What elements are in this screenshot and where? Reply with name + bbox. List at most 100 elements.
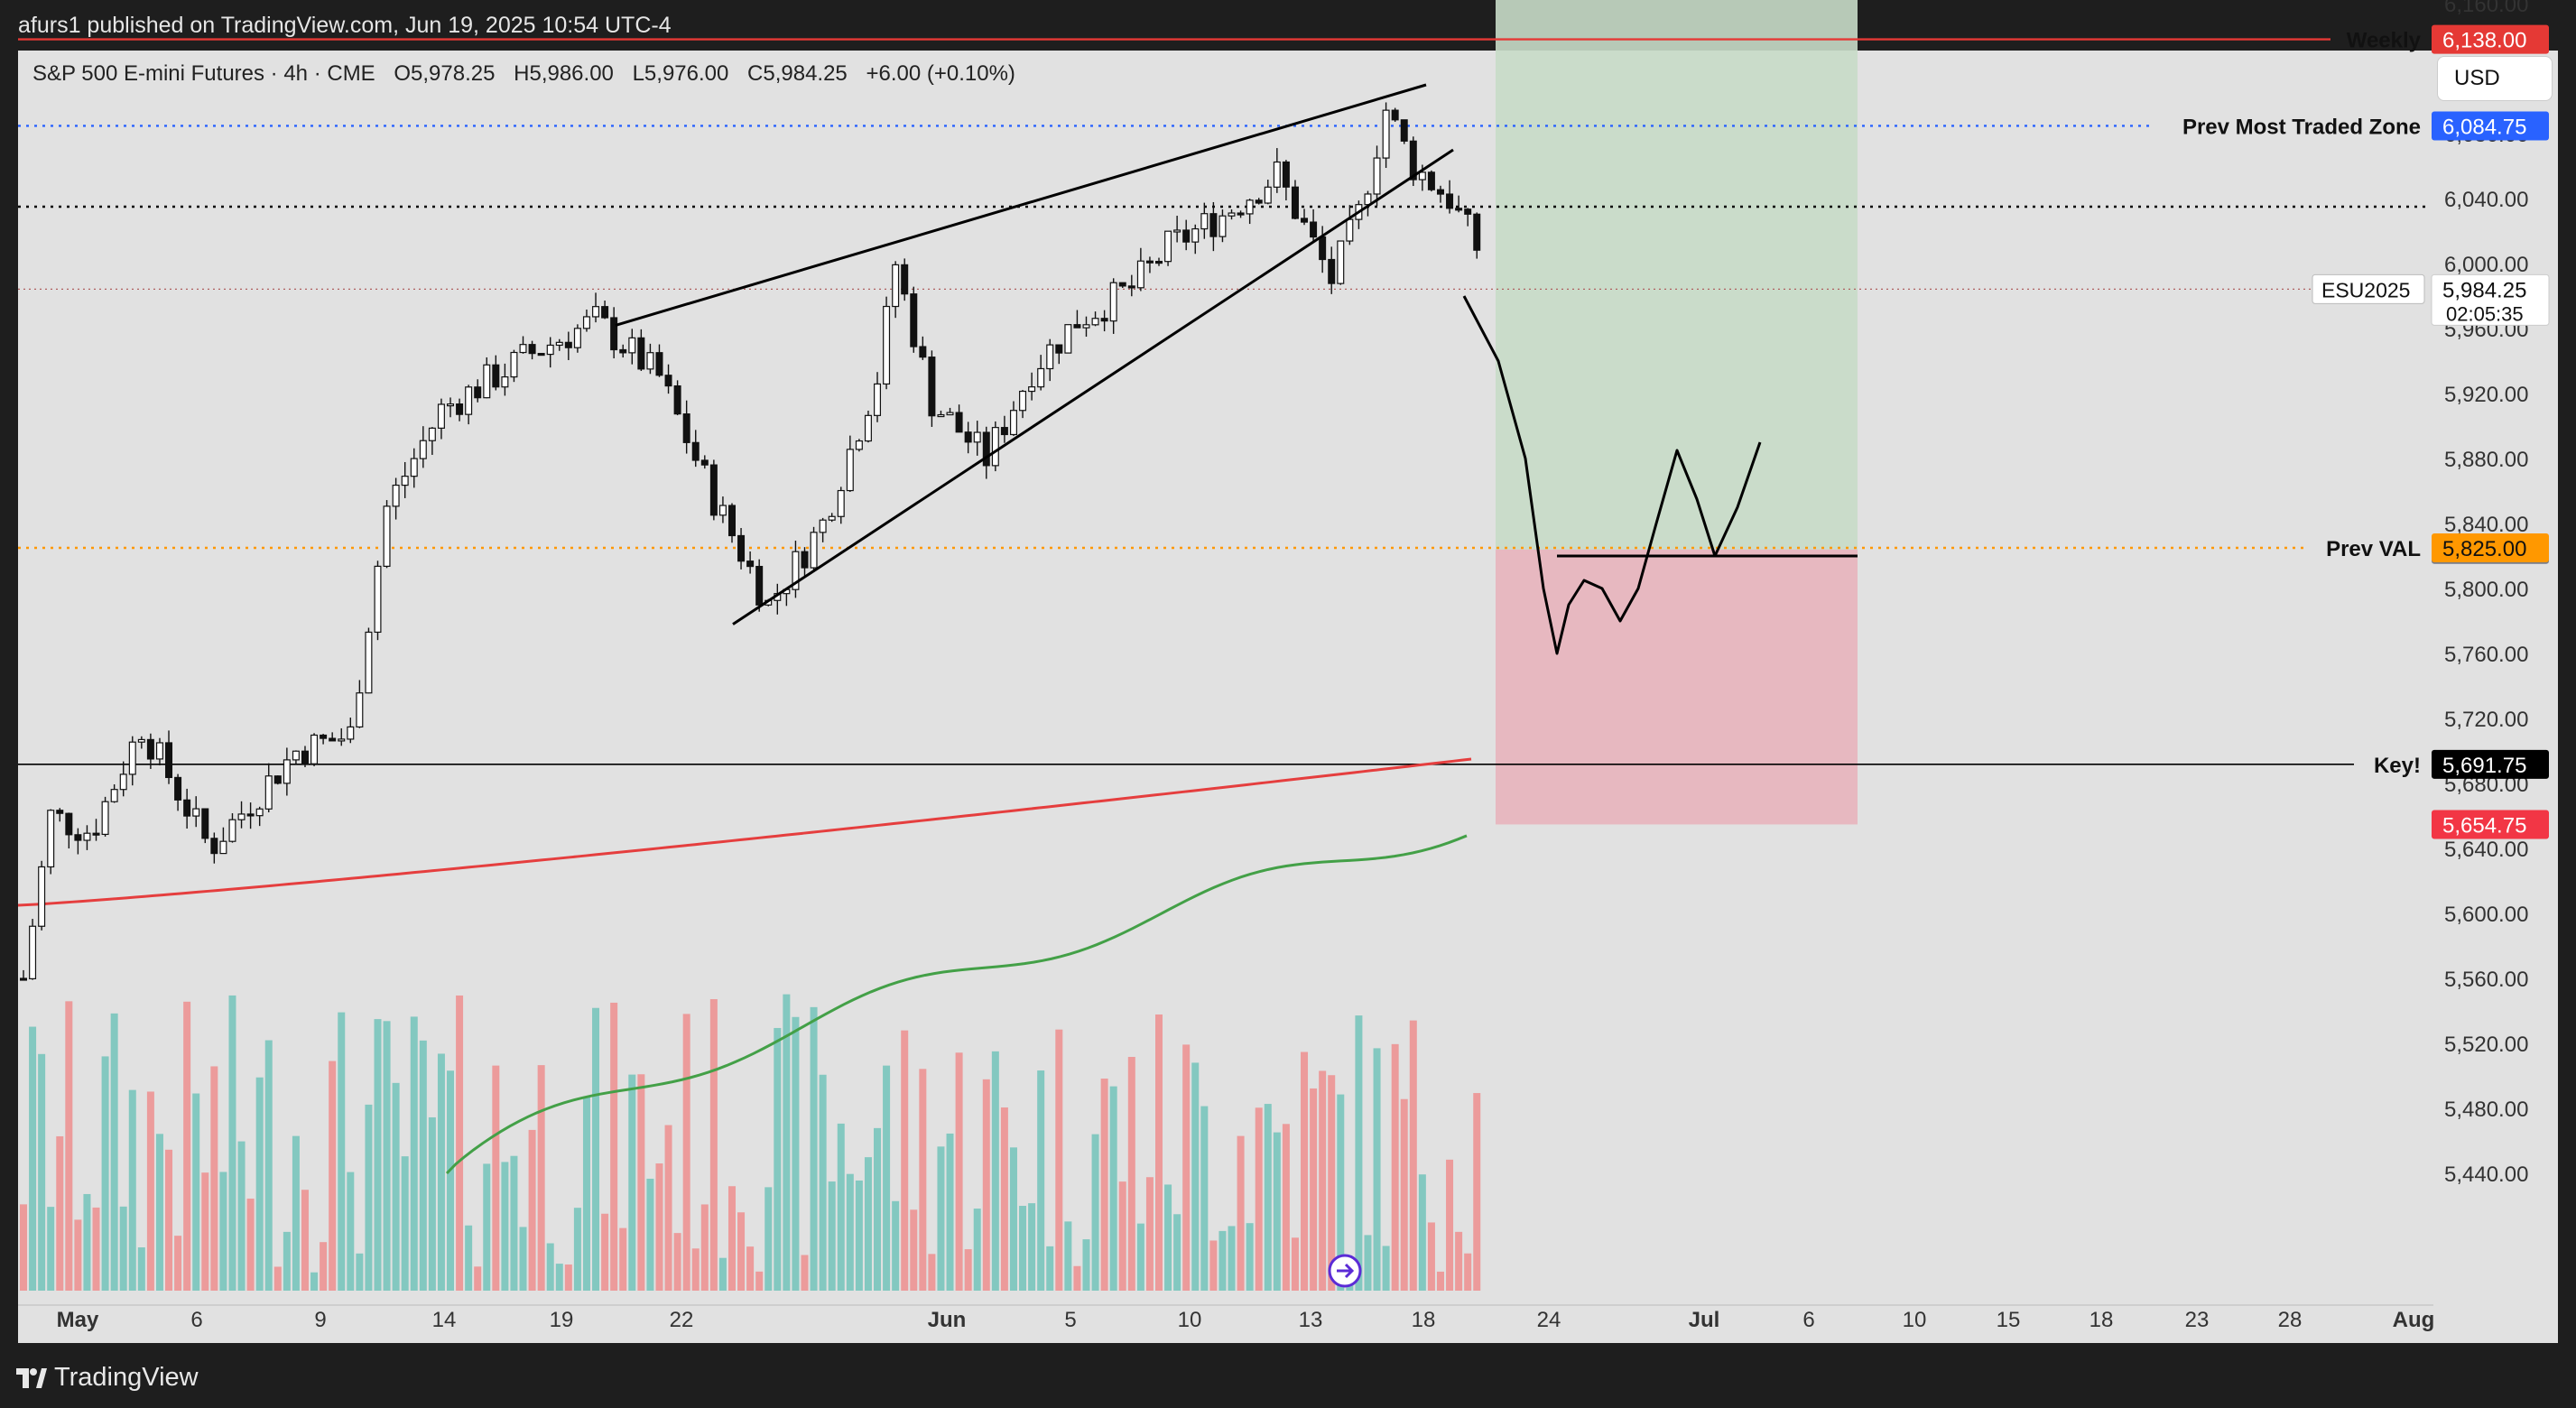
- candle-body: [1109, 282, 1117, 322]
- candle-body: [347, 726, 355, 740]
- volume-bar: [192, 1093, 200, 1291]
- volume-bar: [237, 1141, 246, 1291]
- candle-body: [1073, 324, 1081, 329]
- low-value: 5,976.00: [644, 61, 729, 86]
- volume-bar: [673, 1233, 681, 1291]
- candle-body: [1164, 230, 1172, 263]
- candle-body: [973, 431, 981, 443]
- volume-bar: [801, 1255, 809, 1291]
- volume-bar: [20, 1204, 27, 1291]
- candle-body: [864, 414, 872, 442]
- volume-bar: [1310, 1088, 1318, 1291]
- volume-bar: [1418, 1174, 1426, 1291]
- candle-body: [419, 440, 427, 459]
- candle-body: [1337, 240, 1345, 284]
- candle-body: [919, 346, 927, 358]
- candle-body: [537, 353, 545, 357]
- candle-body: [964, 431, 972, 443]
- volume-bar: [1100, 1079, 1108, 1291]
- level-1-badge: [2432, 111, 2549, 141]
- candle-body: [601, 306, 609, 319]
- y-tick-label: 5,720.00: [2444, 708, 2528, 732]
- volume-bar: [1473, 1093, 1481, 1291]
- volume-bar: [1455, 1231, 1463, 1291]
- volume-bar: [774, 1027, 782, 1291]
- candle-body: [183, 799, 191, 817]
- candle-body: [492, 364, 500, 388]
- candle-body: [846, 449, 854, 492]
- volume-bar: [700, 1204, 709, 1291]
- volume-bar: [301, 1190, 309, 1291]
- candle-body: [29, 925, 37, 979]
- volume-bar: [210, 1066, 218, 1291]
- candle-body: [264, 775, 273, 810]
- candle-body: [74, 834, 82, 841]
- candle-body: [1273, 161, 1281, 188]
- candle-body: [1191, 227, 1200, 243]
- volume-bar: [619, 1227, 627, 1291]
- volume-bar: [1264, 1104, 1272, 1291]
- candle-body: [746, 560, 755, 568]
- volume-bar: [964, 1249, 972, 1291]
- volume-bar: [519, 1227, 527, 1291]
- candle-body: [192, 808, 200, 817]
- level-label-4: Key!: [2374, 754, 2421, 778]
- volume-bar: [1319, 1070, 1327, 1291]
- candle-body: [801, 551, 809, 569]
- volume-bar: [410, 1016, 418, 1291]
- candle-body: [682, 413, 690, 443]
- volume-bar: [991, 1051, 999, 1291]
- publisher-text: afurs1 published on TradingView.com, Jun…: [18, 13, 672, 38]
- change-value: +6.00 (+0.10%): [866, 61, 1015, 86]
- volume-bar: [810, 1006, 818, 1291]
- candle-body: [837, 489, 845, 517]
- candle-body: [1100, 318, 1108, 322]
- target-zone: [1496, 0, 1858, 550]
- currency-button[interactable]: USD: [2437, 56, 2553, 101]
- volume-bar: [901, 1030, 909, 1291]
- volume-bar: [610, 1002, 618, 1291]
- volume-bar: [928, 1254, 936, 1291]
- volume-bar: [383, 1021, 391, 1291]
- candle-body: [510, 351, 518, 378]
- candle-body: [819, 519, 827, 533]
- volume-bar: [1446, 1159, 1454, 1291]
- volume-bar: [228, 995, 236, 1291]
- candle-body: [110, 789, 118, 802]
- candle-body: [456, 403, 464, 415]
- y-tick-label: 5,640.00: [2444, 838, 2528, 862]
- volume-bar: [783, 994, 791, 1291]
- candle-body: [755, 565, 764, 606]
- y-tick-label: 5,840.00: [2444, 513, 2528, 537]
- volume-bar: [74, 1219, 82, 1291]
- candle-body: [165, 742, 173, 779]
- volume-bar: [101, 1056, 109, 1291]
- volume-bar: [419, 1040, 427, 1291]
- candle-body: [1409, 140, 1417, 181]
- volume-bar: [1237, 1135, 1245, 1291]
- candle-body: [137, 738, 145, 743]
- volume-bar: [1273, 1132, 1281, 1291]
- x-tick-label: 6: [1802, 1308, 1814, 1332]
- candle-body: [1237, 212, 1245, 216]
- volume-bar: [165, 1149, 173, 1291]
- candle-body: [1200, 213, 1209, 230]
- candle-body: [1319, 236, 1327, 261]
- x-tick-label: Jul: [1689, 1308, 1720, 1332]
- candle-body: [928, 357, 936, 417]
- candle-body: [946, 412, 954, 416]
- x-tick-label: 23: [2185, 1308, 2210, 1332]
- volume-bar: [601, 1213, 609, 1291]
- candle-body: [1219, 215, 1227, 237]
- level-label-1: Prev Most Traded Zone: [2182, 115, 2421, 139]
- volume-bar: [246, 1199, 255, 1291]
- tradingview-logo[interactable]: TradingView: [16, 1363, 199, 1393]
- candle-body: [483, 364, 491, 399]
- volume-bar: [1228, 1226, 1236, 1291]
- volume-bar: [1255, 1107, 1263, 1291]
- candle-body: [392, 484, 400, 507]
- volume-bar: [1427, 1222, 1435, 1291]
- volume-bar: [637, 1074, 645, 1291]
- volume-bar: [582, 1097, 590, 1291]
